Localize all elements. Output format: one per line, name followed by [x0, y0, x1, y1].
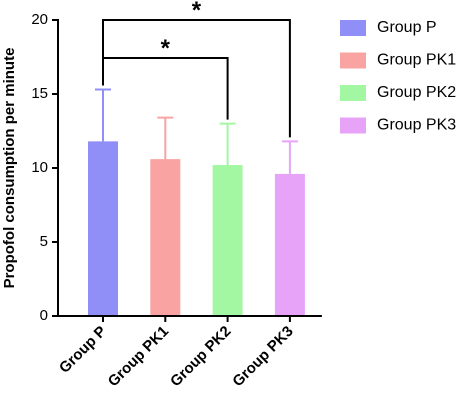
legend-swatch: [340, 52, 366, 69]
significance-label: *: [161, 35, 171, 62]
legend-swatch: [340, 117, 366, 134]
error-bar: [95, 88, 111, 142]
legend-label: Group P: [377, 19, 437, 36]
legend-swatch: [340, 85, 366, 101]
y-axis-label: Propofol consumption per minute: [1, 48, 18, 289]
significance-label: *: [192, 0, 202, 24]
y-tick-label: 10: [31, 159, 48, 176]
bar: [88, 141, 118, 316]
bar: [150, 159, 181, 316]
y-tick-label: 5: [40, 233, 48, 250]
error-bar: [281, 140, 298, 174]
y-tick-label: 0: [40, 307, 48, 324]
significance-bracket: [102, 19, 291, 138]
x-tick-label: Group PK1: [105, 323, 172, 390]
x-tick-label: Group PK2: [167, 323, 234, 390]
bar: [212, 165, 243, 316]
error-bar: [219, 122, 236, 166]
legend-label: Group PK3: [377, 117, 456, 134]
significance-bracket: [102, 57, 229, 120]
x-tick-label: Group P: [56, 323, 110, 377]
y-tick-label: 20: [31, 11, 48, 28]
bar: [274, 173, 305, 316]
legend-swatch: [340, 20, 366, 36]
y-tick-label: 15: [31, 85, 48, 102]
legend-label: Group PK2: [377, 84, 456, 101]
x-tick-label: Group PK3: [229, 323, 296, 390]
error-bar: [157, 116, 174, 160]
legend-label: Group PK1: [377, 52, 456, 69]
